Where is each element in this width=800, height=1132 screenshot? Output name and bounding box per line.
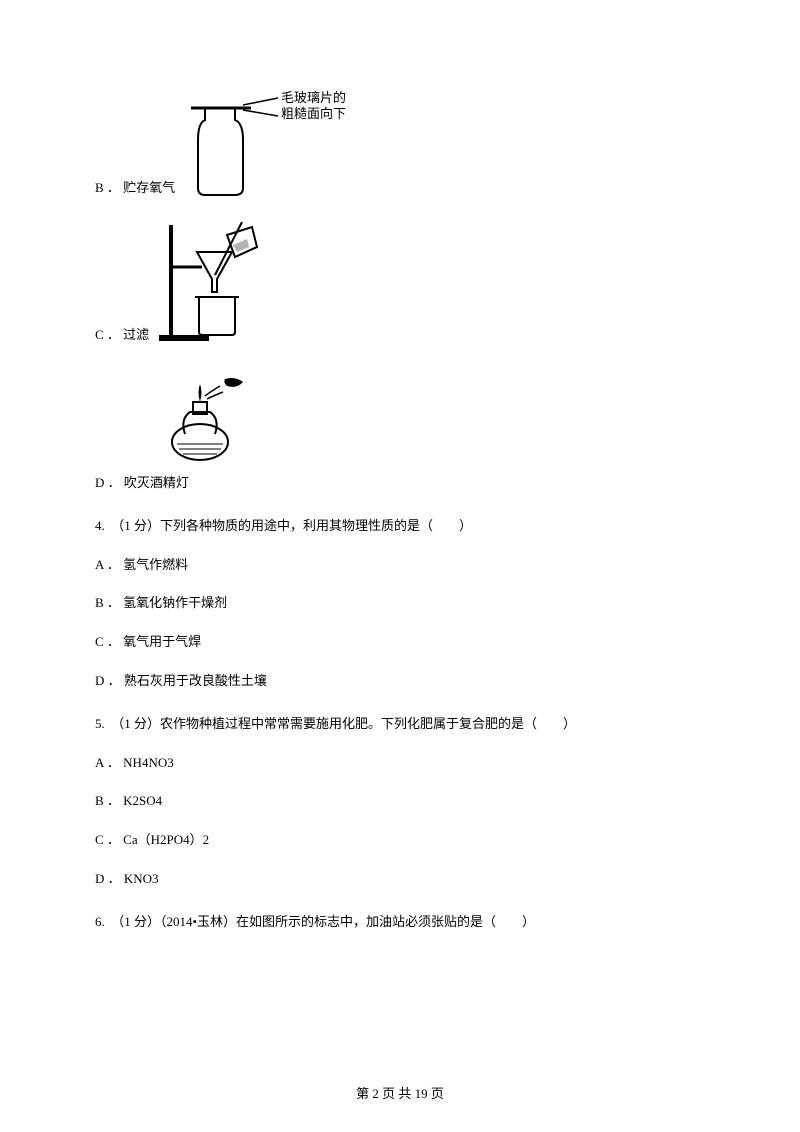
filter-image xyxy=(157,217,267,352)
option-d-label: D ． 吹灭酒精灯 xyxy=(95,473,705,494)
option-c-row: C ． 过滤 xyxy=(95,217,705,352)
q4-opt-d: D ． 熟石灰用于改良酸性土壤 xyxy=(95,671,705,692)
option-b-label: B ． 贮存氧气 xyxy=(95,178,175,199)
q6-text: 6. （1 分）（2014•玉林）在如图所示的标志中，加油站必须张贴的是（ ） xyxy=(95,912,705,933)
q4-opt-c: C ． 氧气用于气焊 xyxy=(95,632,705,653)
page-footer: 第 2 页 共 19 页 xyxy=(0,1083,800,1102)
option-b-row: B ． 贮存氧气 毛玻璃片的 粗糙面向下 xyxy=(95,90,705,205)
q4-text: 4. （1 分）下列各种物质的用途中，利用其物理性质的是（ ） xyxy=(95,516,705,537)
q5-opt-d: D ． KNO3 xyxy=(95,869,705,890)
bottle-text-1: 毛玻璃片的 xyxy=(281,90,346,105)
option-d-block: D ． 吹灭酒精灯 xyxy=(95,364,705,494)
q5-opt-b: B ． K2SO4 xyxy=(95,791,705,812)
lamp-image xyxy=(155,364,705,469)
q4-opt-a: A ． 氢气作燃料 xyxy=(95,555,705,576)
q5-opt-a: A ． NH4NO3 xyxy=(95,753,705,774)
option-c-label: C ． 过滤 xyxy=(95,325,149,346)
bottle-text-2: 粗糙面向下 xyxy=(281,106,346,121)
q5-opt-c: C ． Ca（H2PO4）2 xyxy=(95,830,705,851)
q4-opt-b: B ． 氢氧化钠作干燥剂 xyxy=(95,593,705,614)
bottle-image: 毛玻璃片的 粗糙面向下 xyxy=(183,90,353,205)
q5-text: 5. （1 分）农作物种植过程中常常需要施用化肥。下列化肥属于复合肥的是（ ） xyxy=(95,714,705,735)
